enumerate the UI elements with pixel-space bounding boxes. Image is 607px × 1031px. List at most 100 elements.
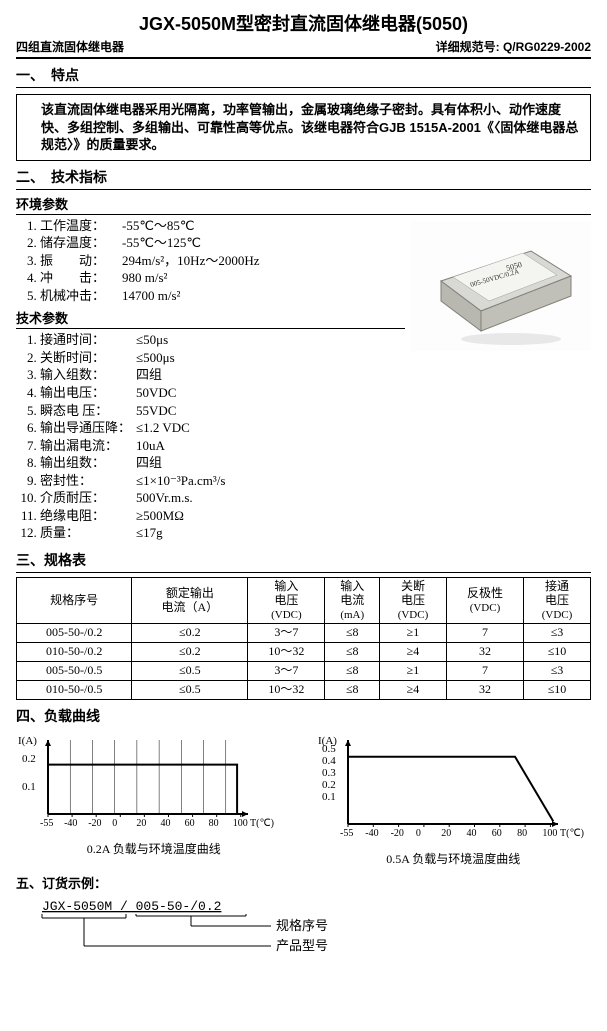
- cell: ≤8: [325, 661, 380, 680]
- tech-list: 接通时间：≤50μs关断时间：≤500μs输入组数：四组输出电压：50VDC瞬态…: [16, 331, 405, 542]
- label-spec: 规格序号: [276, 918, 328, 933]
- svg-text:0.1: 0.1: [22, 781, 36, 793]
- cell: ≤0.5: [132, 661, 248, 680]
- list-item: 瞬态电 压：55VDC: [40, 402, 405, 420]
- cell: 32: [446, 680, 523, 699]
- spec-table: 规格序号额定输出电流（A）输入电压(VDC)输入电流(mA)关断电压(VDC)反…: [16, 577, 591, 700]
- cell: ≤8: [325, 680, 380, 699]
- features-box: 该直流固体继电器采用光隔离，功率管输出，金属玻璃绝缘子密封。具有体积小、动作速度…: [16, 94, 591, 161]
- svg-text:-55: -55: [40, 818, 53, 829]
- svg-text:40: 40: [160, 818, 170, 829]
- svg-text:20: 20: [136, 818, 146, 829]
- svg-text:T(℃): T(℃): [250, 818, 274, 829]
- chart1-caption: 0.2A 负载与环境温度曲线: [16, 840, 292, 857]
- cell: ≥4: [380, 643, 447, 662]
- cell: ≥1: [380, 661, 447, 680]
- cell: ≤3: [524, 661, 591, 680]
- cell: ≥1: [380, 624, 447, 643]
- chart-1: I(A)0.20.1-55-40-20020406080100T(℃) 0.2A…: [16, 734, 292, 867]
- env-block: 工作温度：-55℃～85℃储存温度：-55℃～125℃振 动：294m/s²，1…: [16, 215, 591, 544]
- chart-2: I(A)0.50.40.30.20.1-55-40-20020406080100…: [316, 734, 592, 867]
- list-item: 绝缘电阻：≥500MΩ: [40, 507, 405, 525]
- svg-text:60: 60: [491, 828, 501, 839]
- svg-text:-20: -20: [88, 818, 101, 829]
- svg-text:-40: -40: [365, 828, 378, 839]
- cell: ≤0.2: [132, 624, 248, 643]
- list-item: 振 动：294m/s²，10Hz～2000Hz: [40, 252, 405, 270]
- svg-text:20: 20: [441, 828, 451, 839]
- svg-text:60: 60: [185, 818, 195, 829]
- svg-text:-55: -55: [340, 828, 353, 839]
- svg-text:80: 80: [517, 828, 527, 839]
- list-item: 工作温度：-55℃～85℃: [40, 217, 405, 235]
- product-image: 5050 005-50VDC/0.2A: [411, 221, 591, 351]
- cell: 005-50-/0.5: [17, 661, 132, 680]
- list-item: 关断时间：≤500μs: [40, 349, 405, 367]
- svg-text:0.2: 0.2: [322, 779, 336, 791]
- svg-text:0.3: 0.3: [322, 767, 336, 779]
- svg-text:80: 80: [209, 818, 219, 829]
- table-row: 010-50-/0.2≤0.210～32≤8≥432≤10: [17, 643, 591, 662]
- chart2-caption: 0.5A 负载与环境温度曲线: [316, 850, 592, 867]
- cell: 005-50-/0.2: [17, 624, 132, 643]
- chart2-svg: I(A)0.50.40.30.20.1-55-40-20020406080100…: [316, 734, 586, 844]
- list-item: 输出组数：四组: [40, 454, 405, 472]
- cell: ≤8: [325, 643, 380, 662]
- list-item: 接通时间：≤50μs: [40, 331, 405, 349]
- list-item: 冲 击：980 m/s²: [40, 269, 405, 287]
- svg-text:0: 0: [112, 818, 117, 829]
- section3-head: 三、规格表: [16, 550, 591, 573]
- table-row: 005-50-/0.5≤0.53～7≤8≥17≤3: [17, 661, 591, 680]
- list-item: 机械冲击：14700 m/s²: [40, 287, 405, 305]
- cell: 010-50-/0.5: [17, 680, 132, 699]
- list-item: 输出导通压降：≤1.2 VDC: [40, 419, 405, 437]
- order-example: JGX-5050M / 005-50-/0.2: [42, 899, 221, 914]
- cell: ≤0.5: [132, 680, 248, 699]
- cell: 3～7: [248, 624, 325, 643]
- svg-text:-20: -20: [390, 828, 403, 839]
- cell: ≤10: [524, 643, 591, 662]
- charts-row: I(A)0.20.1-55-40-20020406080100T(℃) 0.2A…: [16, 734, 591, 867]
- col-head: 额定输出电流（A）: [132, 577, 248, 623]
- cell: 7: [446, 661, 523, 680]
- svg-text:100: 100: [233, 818, 248, 829]
- svg-text:0: 0: [415, 828, 420, 839]
- cell: 10～32: [248, 680, 325, 699]
- list-item: 质量：≤17g: [40, 524, 405, 542]
- col-head: 关断电压(VDC): [380, 577, 447, 623]
- table-head-row: 规格序号额定输出电流（A）输入电压(VDC)输入电流(mA)关断电压(VDC)反…: [17, 577, 591, 623]
- cell: ≤0.2: [132, 643, 248, 662]
- cell: 7: [446, 624, 523, 643]
- list-item: 储存温度：-55℃～125℃: [40, 234, 405, 252]
- env-list: 工作温度：-55℃～85℃储存温度：-55℃～125℃振 动：294m/s²，1…: [16, 217, 405, 305]
- cell: ≤3: [524, 624, 591, 643]
- order-diagram: JGX-5050M / 005-50-/0.2 规格序号 产品型号: [36, 896, 591, 970]
- svg-text:0.1: 0.1: [322, 791, 336, 803]
- cell: ≥4: [380, 680, 447, 699]
- cell: 32: [446, 643, 523, 662]
- subtitle-row: 四组直流固体继电器 详细规范号: Q/RG0229-2002: [16, 38, 591, 59]
- svg-text:100: 100: [542, 828, 557, 839]
- col-head: 反极性(VDC): [446, 577, 523, 623]
- list-item: 输出电压：50VDC: [40, 384, 405, 402]
- tech-head: 技术参数: [16, 308, 405, 329]
- cell: 3～7: [248, 661, 325, 680]
- list-item: 输出漏电流：10uA: [40, 437, 405, 455]
- svg-text:40: 40: [466, 828, 476, 839]
- svg-text:0.4: 0.4: [322, 755, 336, 767]
- cell: ≤8: [325, 624, 380, 643]
- col-head: 输入电压(VDC): [248, 577, 325, 623]
- table-row: 005-50-/0.2≤0.23～7≤8≥17≤3: [17, 624, 591, 643]
- list-item: 输入组数：四组: [40, 366, 405, 384]
- chart1-svg: I(A)0.20.1-55-40-20020406080100T(℃): [16, 734, 276, 834]
- svg-text:T(℃): T(℃): [560, 828, 584, 839]
- col-head: 输入电流(mA): [325, 577, 380, 623]
- subtitle-left: 四组直流固体继电器: [16, 38, 124, 55]
- section1-head: 一、 特点: [16, 65, 591, 88]
- col-head: 接通电压(VDC): [524, 577, 591, 623]
- list-item: 密封性：≤1×10⁻³Pa.cm³/s: [40, 472, 405, 490]
- list-item: 介质耐压：500Vr.m.s.: [40, 489, 405, 507]
- cell: 10～32: [248, 643, 325, 662]
- section5-head: 五、订货示例：: [16, 873, 591, 894]
- svg-text:I(A): I(A): [18, 735, 37, 747]
